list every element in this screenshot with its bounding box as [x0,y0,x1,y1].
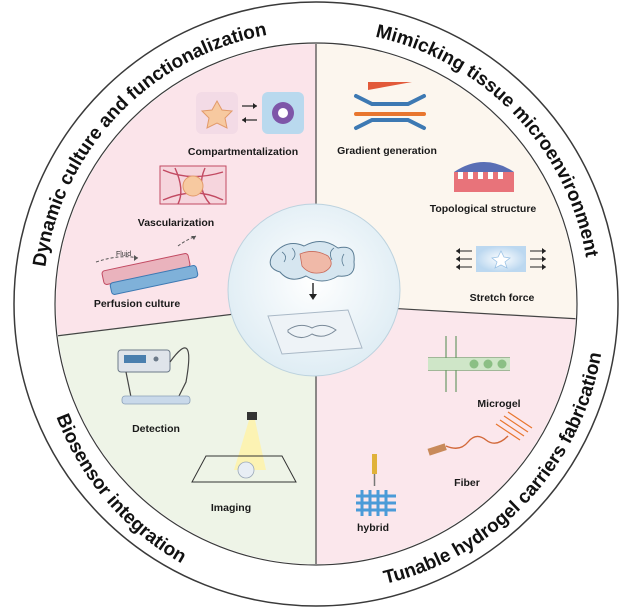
vascularization-graphic [159,165,227,205]
topology-pillars [458,172,503,179]
light-beam [234,420,266,470]
gradient-wedge-icon [368,82,412,90]
label-detection: Detection [132,423,180,435]
microfluidic-chip-graphic [267,309,363,355]
hybrid-graphic [356,454,396,516]
organoid-core [278,108,288,118]
star-cell-icon [200,99,234,129]
label-compartmentalization: Compartmentalization [188,146,298,158]
fiber-graphic [427,411,533,456]
fiber-nozzle [427,443,447,456]
detector-screen [124,355,146,363]
label-fiber: Fiber [454,477,480,489]
detector-knob [153,356,159,362]
arrow-head-icon [456,248,460,270]
inner-ring-border [54,42,578,566]
hybrid-lattice [356,490,396,516]
arrow-head-icon [542,248,546,270]
label-stretch: Stretch force [470,292,535,304]
label-imaging: Imaging [211,502,251,514]
label-topological: Topological structure [430,203,537,215]
fluid-flow-line [177,235,197,247]
label-hybrid: hybrid [357,522,389,534]
microgel-droplet [483,359,493,369]
detection-graphic [117,347,191,405]
star-cell-icon [491,250,511,269]
microfluidic-chip-icon [267,309,363,355]
chip-channel [287,324,337,338]
syringe-icon [372,454,377,474]
arrow-head-icon [134,255,138,261]
organoid-core [299,251,332,274]
stretch-graphic [456,246,546,272]
sample-dish [121,395,191,405]
microgel-droplet [497,359,507,369]
label-gradient: Gradient generation [337,145,437,157]
topological-graphic [454,162,514,192]
organoid-lobes [281,247,345,267]
label-vascularization: Vascularization [138,217,214,229]
label-microgel: Microgel [477,398,520,410]
fiber-strand [445,435,509,449]
label-fluid: Fluid [116,251,131,258]
imaging-slide [191,455,297,483]
imaging-sample [237,461,255,479]
microgel-droplet [469,359,479,369]
microgel-graphic [428,336,510,392]
center-arrow-head [309,294,317,300]
perfusion-graphic [95,235,199,295]
organoid-graphic [269,241,355,282]
cell-cluster-icon [182,175,204,197]
arrow-head-icon [242,117,246,123]
electrode-icon [169,347,190,403]
topology-dome-icon [454,162,514,172]
fiber-mesh [495,411,533,441]
label-perfusion: Perfusion culture [94,298,181,310]
compartmentalization-graphic [196,92,304,134]
microscope-light-icon [247,412,257,420]
gradient-channel-blue [354,94,426,130]
arrow-head-icon [191,236,196,240]
imaging-graphic [191,412,297,483]
gradient-graphic [354,82,426,130]
arrow-head-icon [253,103,257,109]
microfluidic-channel [109,265,199,295]
